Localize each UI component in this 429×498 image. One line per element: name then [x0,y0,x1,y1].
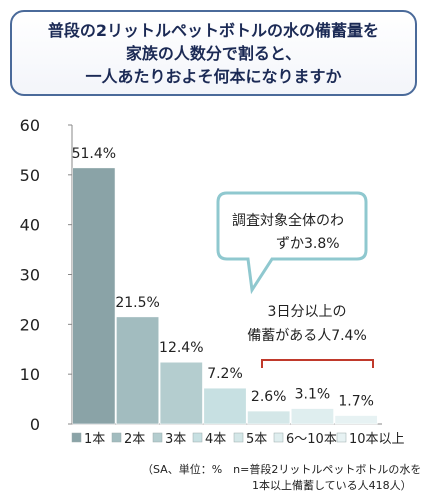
legend-swatch-7 [336,432,347,443]
chart-title-box: 普段の2リットルペットボトルの水の備蓄量を 家族の人数分で割ると、 一人あたりお… [10,10,417,96]
value-label: 51.4% [72,146,116,162]
y-tick-label: 20 [20,315,40,334]
y-tick-label: 50 [20,166,40,185]
y-tick-label: 0 [30,415,40,434]
title-line-1: 普段の2リットルペットボトルの水の備蓄量を [47,20,380,40]
callout-line-2: ずか3.8% [276,236,340,252]
legend-swatch-5 [233,432,244,443]
bar-2 [116,316,160,425]
bracket-note-line-1: 3日分以上の [268,304,347,320]
legend: 1本 2本 3本 4本 5本 6～10本 10本以上 [71,432,405,447]
value-label: 2.6% [251,389,287,405]
legend-label-3: 3本 [165,432,186,447]
y-tick-label: 60 [20,116,40,135]
legend-label-1: 1本 [84,432,105,447]
legend-label-2: 2本 [124,432,145,447]
title-line-2: 家族の人数分で割ると、 [125,43,302,63]
callout-bubble [216,191,368,295]
bar-3 [159,361,203,425]
legend-swatch-4 [192,432,203,443]
legend-label-4: 4本 [205,432,226,447]
footnote-line-1: （SA、単位：% n=普段2リットルペットボトルの水を [142,463,422,476]
footnote-line-2: 1本以上備蓄している人418人） [252,479,412,492]
legend-label-5: 5本 [246,432,267,447]
value-label: 7.2% [207,366,243,382]
legend-swatch-6 [273,432,284,443]
bar-5 [247,410,291,425]
bracket [261,359,374,368]
title-line-3: 一人あたりおよそ何本になりますか [85,66,342,86]
bar-6 [290,408,334,425]
legend-swatch-1 [71,432,82,443]
y-tick-label: 30 [20,266,40,285]
value-label: 1.7% [338,394,374,410]
value-label: 12.4% [159,340,203,356]
legend-label-6: 6～10本 [286,432,337,447]
bar-4 [203,387,247,425]
callout-line-1: 調査対象全体のわ [232,212,344,229]
legend-label-7: 10本以上 [349,432,405,447]
legend-swatch-2 [111,432,122,443]
bars [72,167,378,425]
value-label: 3.1% [295,387,331,403]
y-tick-label: 40 [20,216,40,235]
bar-7 [334,415,378,425]
y-tick-label: 10 [20,365,40,384]
value-labels: 51.4% 21.5% 12.4%7.2% 2.6% 3.1% 1.7% [72,146,374,410]
legend-swatch-3 [152,432,163,443]
value-label: 21.5% [115,295,159,311]
bracket-note-line-2: 備蓄がある人7.4% [247,328,367,344]
bar-1 [72,167,116,425]
